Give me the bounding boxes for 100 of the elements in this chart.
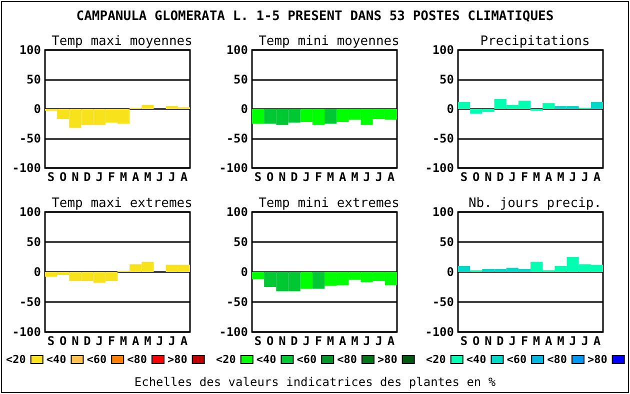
y-tick-label: -50: [226, 132, 248, 146]
y-tick-label: 50: [234, 235, 248, 249]
x-tick-label: N: [484, 334, 492, 348]
x-tick-label: N: [72, 334, 79, 348]
y-tick-label: 100: [432, 43, 454, 57]
y-tick-label: -100: [425, 325, 454, 339]
x-tick-label: A: [593, 334, 602, 348]
x-tick-label: F: [520, 334, 528, 348]
x-tick-label: S: [460, 334, 468, 348]
legend-label: <60: [506, 353, 527, 366]
x-tick-label: J: [375, 334, 382, 348]
x-tick-label: J: [508, 334, 516, 348]
x-tick-label: A: [545, 334, 554, 348]
x-tick-label: M: [144, 334, 152, 348]
x-tick-label: A: [387, 170, 396, 184]
x-tick-label: A: [132, 334, 140, 348]
chart-title: Temp maxi moyennes: [52, 34, 192, 49]
x-tick-label: S: [460, 170, 468, 184]
y-tick-label: -50: [432, 132, 454, 146]
x-tick-label: J: [168, 334, 176, 348]
x-tick-label: J: [96, 334, 103, 348]
x-tick-label: M: [532, 170, 540, 184]
x-tick-label: N: [484, 170, 492, 184]
y-tick-label: 50: [440, 235, 454, 249]
legend-label: <40: [46, 353, 66, 366]
x-tick-label: M: [532, 334, 540, 348]
x-tick-label: J: [581, 334, 588, 348]
x-tick-label: M: [351, 170, 358, 184]
y-tick-label: -100: [425, 161, 454, 175]
y-tick-label: -50: [19, 295, 41, 309]
y-tick-label: -100: [12, 161, 41, 175]
x-tick-label: J: [581, 170, 588, 184]
y-tick-label: 100: [19, 205, 41, 219]
x-tick-label: M: [557, 170, 564, 184]
text: CAMPANULA GLOMERATA L. 1-5 PRESENT DANS 53 POSTES CLIMATIQUES: [75, 9, 555, 24]
y-tick-label: 0: [446, 265, 454, 279]
x-tick-label: O: [60, 334, 67, 348]
x-tick-label: M: [120, 334, 128, 348]
x-tick-label: S: [47, 170, 55, 184]
x-tick-label: J: [302, 170, 310, 184]
y-tick-label: -50: [432, 295, 454, 309]
x-tick-label: A: [180, 334, 188, 348]
y-tick-label: 0: [34, 265, 41, 279]
x-tick-label: J: [508, 170, 516, 184]
y-tick-label: 0: [240, 102, 248, 116]
x-tick-label: O: [266, 334, 274, 348]
x-tick-label: O: [472, 334, 480, 348]
x-tick-label: S: [47, 334, 55, 348]
y-tick-label: -100: [219, 161, 248, 175]
y-tick-label: 100: [432, 205, 454, 219]
x-tick-label: N: [278, 334, 286, 348]
legend-label: <80: [337, 353, 357, 366]
x-tick-label: F: [108, 334, 116, 348]
x-tick-label: S: [254, 334, 262, 348]
y-tick-label: 50: [234, 72, 248, 86]
y-tick-label: 0: [240, 265, 248, 279]
y-tick-label: 100: [226, 43, 248, 57]
x-tick-label: J: [569, 334, 576, 348]
x-tick-label: F: [520, 170, 528, 184]
legend-label: <40: [466, 353, 486, 366]
chart-title: Temp mini extremes: [258, 196, 400, 211]
x-tick-label: J: [168, 170, 176, 184]
bar: [458, 266, 470, 272]
x-tick-label: A: [593, 170, 602, 184]
x-tick-label: J: [375, 170, 382, 184]
x-tick-label: O: [472, 170, 480, 184]
legend-label: <60: [86, 353, 107, 366]
x-tick-label: A: [339, 170, 348, 184]
x-tick-label: A: [339, 334, 348, 348]
x-tick-label: M: [326, 170, 334, 184]
x-tick-label: J: [302, 334, 310, 348]
legend-label: <40: [256, 353, 276, 366]
x-tick-label: A: [180, 170, 188, 184]
x-tick-label: S: [254, 170, 262, 184]
y-tick-label: -50: [226, 295, 248, 309]
y-tick-label: -100: [12, 325, 41, 339]
y-tick-label: 100: [226, 205, 248, 219]
y-tick-label: 0: [34, 102, 41, 116]
y-tick-label: -100: [219, 325, 248, 339]
x-tick-label: A: [545, 170, 554, 184]
x-tick-label: F: [314, 170, 322, 184]
legend-label: <80: [547, 353, 567, 366]
x-tick-label: O: [60, 170, 67, 184]
bar: [542, 103, 555, 109]
legend-label: <20: [426, 353, 446, 366]
bar: [590, 102, 603, 109]
x-tick-label: M: [144, 170, 152, 184]
legend-label: <20: [6, 353, 26, 366]
x-tick-label: J: [363, 334, 370, 348]
bar: [458, 102, 470, 109]
x-tick-label: O: [266, 170, 274, 184]
x-tick-label: N: [278, 170, 286, 184]
x-tick-label: J: [156, 170, 164, 184]
y-tick-label: -50: [19, 132, 41, 146]
x-tick-label: A: [132, 170, 140, 184]
x-tick-label: F: [314, 334, 322, 348]
x-tick-label: M: [120, 170, 128, 184]
legend-label: >80: [377, 353, 398, 366]
x-tick-label: M: [557, 334, 564, 348]
x-tick-label: D: [496, 334, 504, 348]
